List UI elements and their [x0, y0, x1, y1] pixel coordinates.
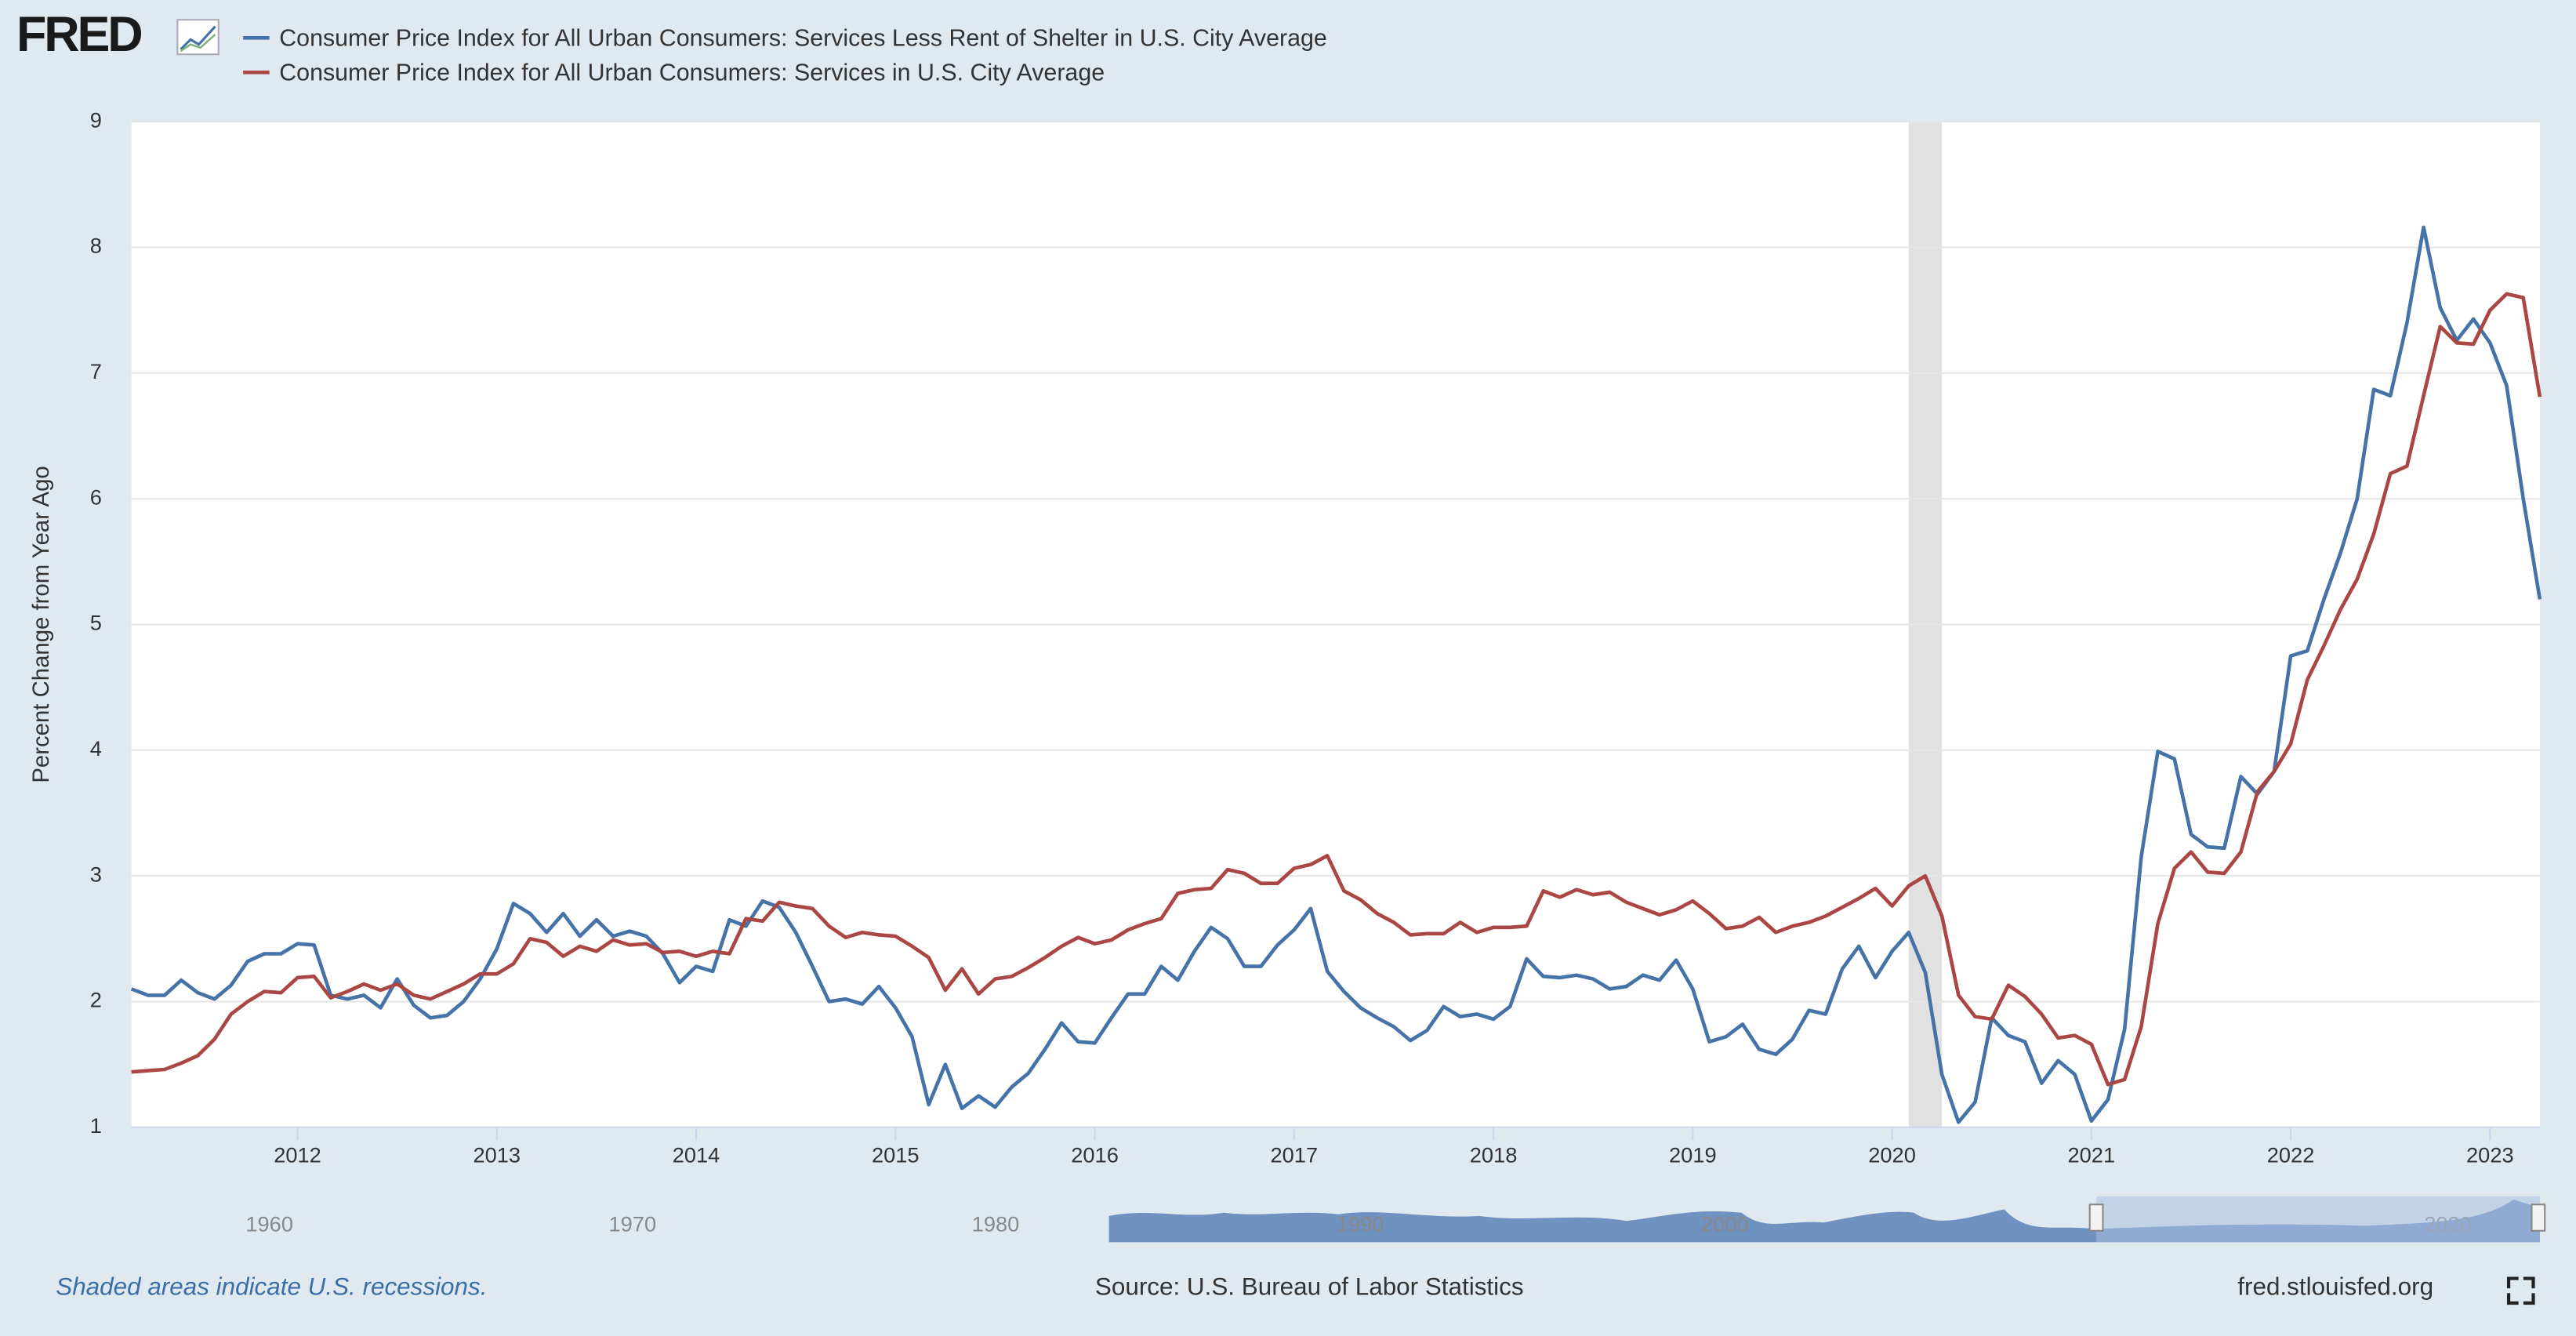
site-link[interactable]: fred.stlouisfed.org — [2237, 1272, 2433, 1300]
x-tick-label: 2015 — [872, 1143, 920, 1167]
source: Source: U.S. Bureau of Labor Statistics — [1095, 1272, 1524, 1300]
navigator-label: 1990 — [1337, 1212, 1384, 1236]
y-tick-label: 3 — [90, 862, 102, 886]
series-line — [131, 292, 2542, 1087]
navigator-selection[interactable] — [2096, 1196, 2540, 1243]
navigator-handle[interactable] — [2531, 1203, 2546, 1232]
legend-label: Consumer Price Index for All Urban Consu… — [279, 24, 1327, 51]
navigator-label: 2000 — [1701, 1212, 1749, 1236]
y-axis-label: Percent Change from Year Ago — [28, 466, 54, 782]
navigator[interactable]: 196019701980199020002020 — [131, 1196, 2546, 1243]
series-line — [130, 225, 2542, 1124]
legend-label: Consumer Price Index for All Urban Consu… — [279, 59, 1105, 85]
x-tick-label: 2022 — [2267, 1143, 2315, 1167]
logo-icon — [176, 19, 220, 56]
y-tick-label: 1 — [90, 1113, 102, 1138]
y-tick-label: 6 — [90, 485, 102, 509]
x-tick-label: 2018 — [1470, 1143, 1518, 1167]
x-tick-label: 2019 — [1669, 1143, 1717, 1167]
x-tick-label: 2012 — [274, 1143, 321, 1167]
x-tick-label: 2023 — [2466, 1143, 2514, 1167]
navigator-label: 1980 — [972, 1212, 1020, 1236]
logo[interactable]: FRED — [16, 7, 143, 62]
y-tick-label: 4 — [90, 736, 102, 761]
x-tick-label: 2017 — [1271, 1143, 1319, 1167]
fullscreen-icon[interactable] — [2506, 1276, 2535, 1305]
x-tick-label: 2013 — [473, 1143, 521, 1167]
footnote: Shaded areas indicate U.S. recessions. — [56, 1272, 487, 1300]
x-tick-label: 2016 — [1071, 1143, 1119, 1167]
x-tick-label: 2014 — [673, 1143, 720, 1167]
y-tick-label: 9 — [90, 107, 102, 132]
x-tick-label: 2020 — [1868, 1143, 1916, 1167]
y-tick-label: 5 — [90, 611, 102, 635]
y-tick-label: 7 — [90, 359, 102, 383]
navigator-handle[interactable] — [2088, 1203, 2104, 1232]
navigator-label: 1960 — [245, 1212, 293, 1236]
navigator-label: 1970 — [609, 1212, 657, 1236]
y-tick-label: 2 — [90, 988, 102, 1012]
x-tick-label: 2021 — [2068, 1143, 2116, 1167]
y-tick-label: 8 — [90, 234, 102, 258]
